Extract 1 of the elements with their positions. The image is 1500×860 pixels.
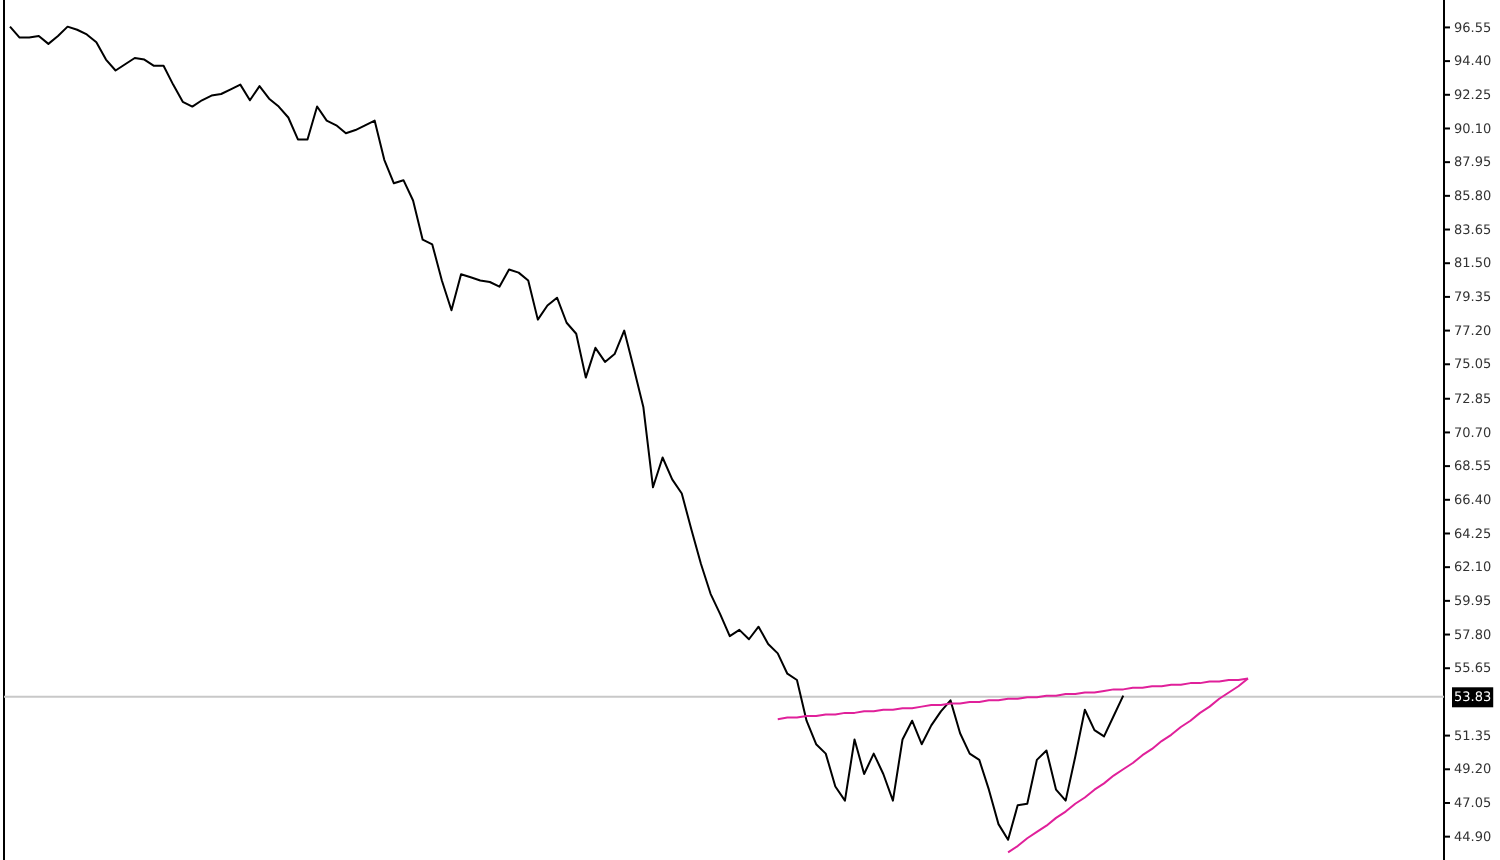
line-series [9, 25, 1125, 841]
